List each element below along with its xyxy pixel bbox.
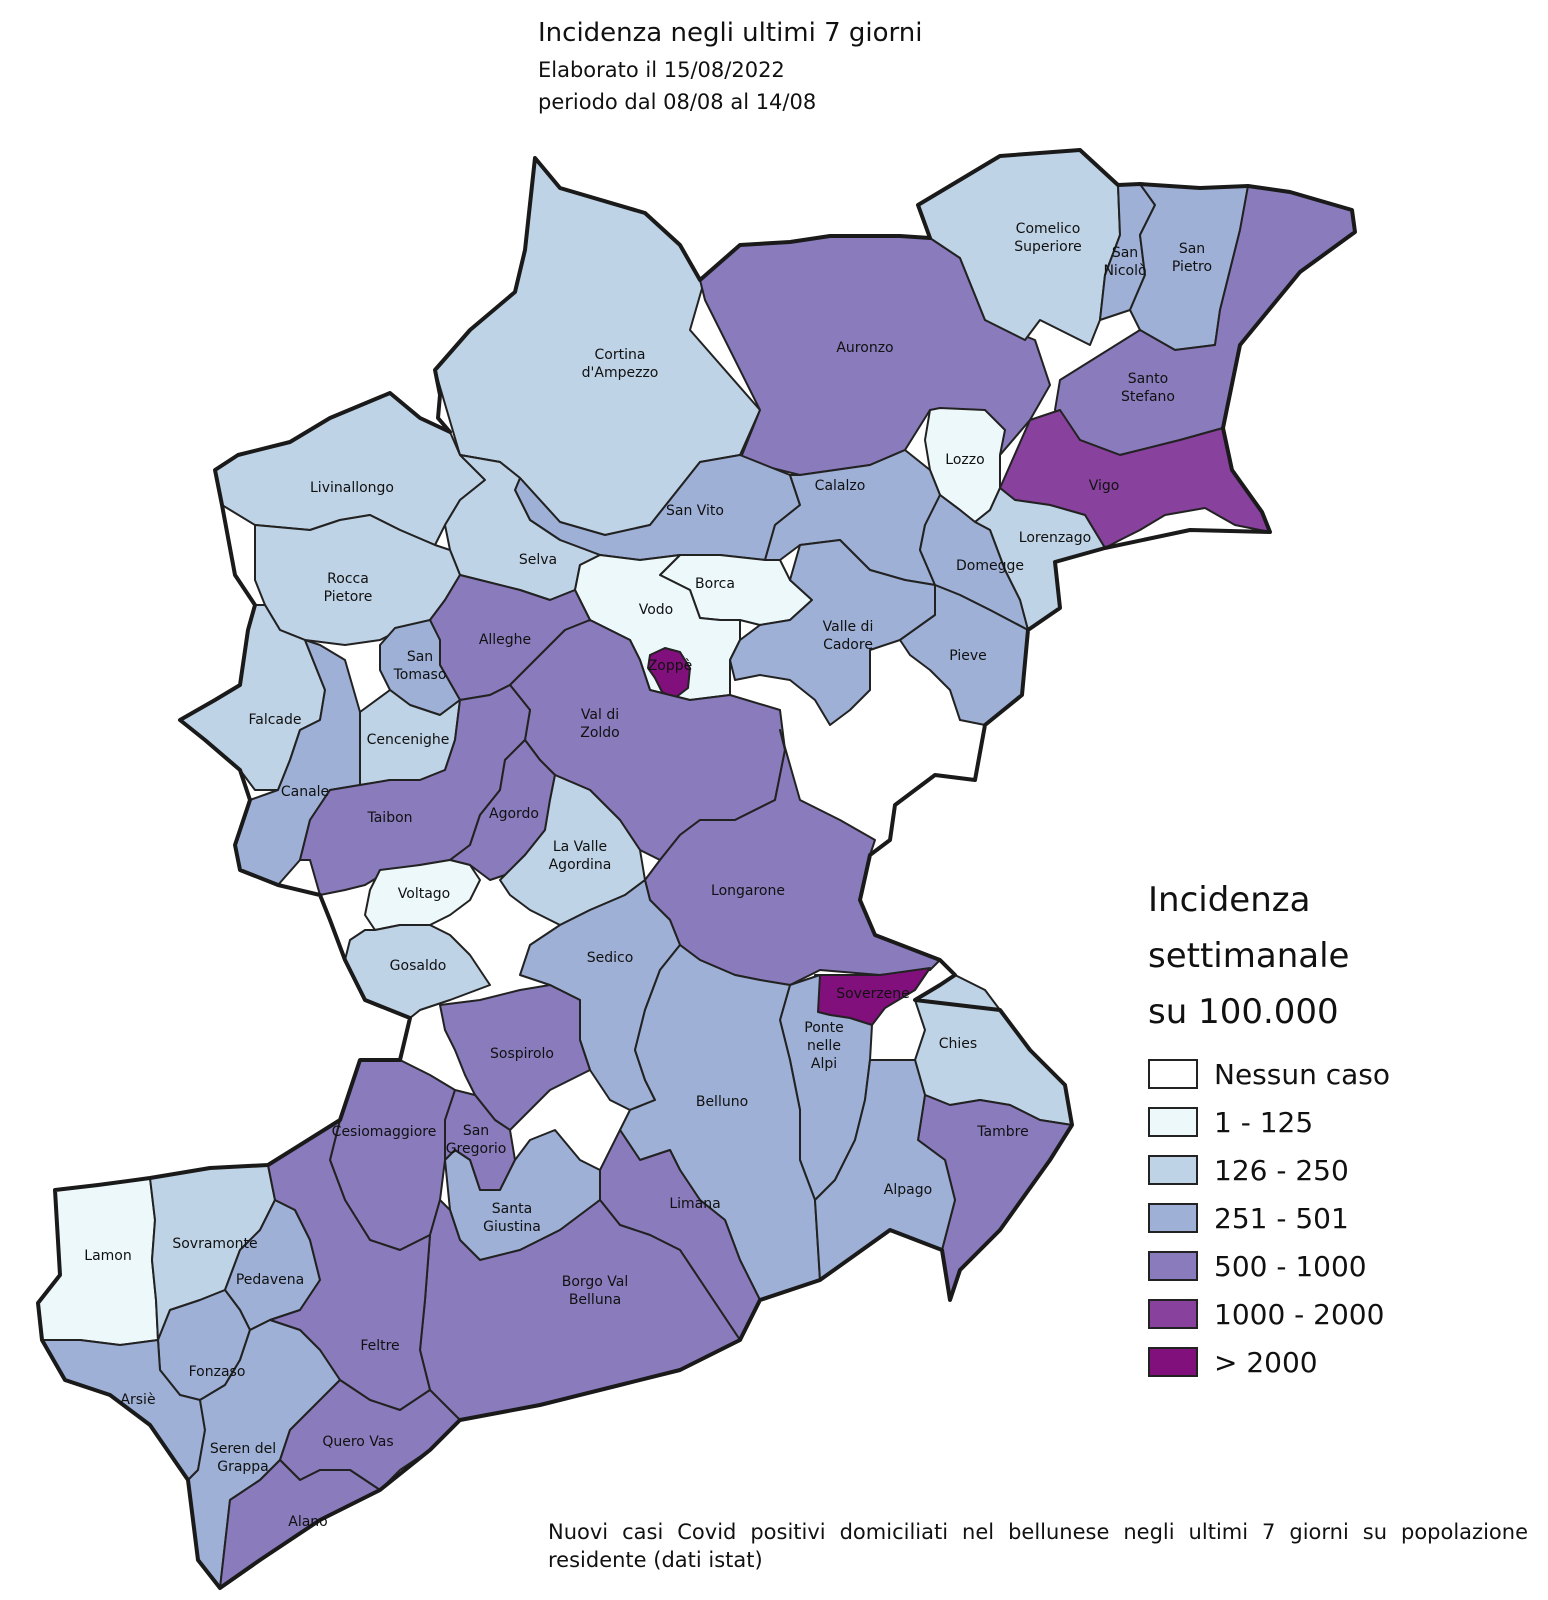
municipality-label-livinallongo: Livinallongo xyxy=(310,480,394,496)
municipality-label-san-pietro: San Pietro xyxy=(1172,241,1212,275)
municipality-label-pedavena: Pedavena xyxy=(236,1272,304,1288)
legend-item-251-501: 251 - 501 xyxy=(1148,1194,1390,1242)
legend-item-500-1000: 500 - 1000 xyxy=(1148,1242,1390,1290)
municipality-label-canale: Canale xyxy=(281,784,329,800)
legend-title-line-1: Incidenza xyxy=(1148,880,1311,920)
municipality-label-quero-vas: Quero Vas xyxy=(322,1434,393,1450)
municipality-label-lozzo: Lozzo xyxy=(945,452,984,468)
legend-item-126-250: 126 - 250 xyxy=(1148,1146,1390,1194)
legend-swatch xyxy=(1148,1059,1198,1089)
municipality-voltago[interactable] xyxy=(364,859,481,931)
municipality-label-lamon: Lamon xyxy=(84,1248,131,1264)
municipality-label-vigo: Vigo xyxy=(1089,478,1120,494)
legend-item-1-125: 1 - 125 xyxy=(1148,1098,1390,1146)
municipality-label-chies: Chies xyxy=(939,1036,977,1052)
municipality-label-san-gregorio: San Gregorio xyxy=(446,1123,507,1157)
legend-label: 251 - 501 xyxy=(1214,1201,1349,1235)
municipality-label-valle-di-cadore: Valle di Cadore xyxy=(823,619,874,653)
legend-label: 126 - 250 xyxy=(1214,1153,1349,1187)
legend: Incidenza settimanale su 100.000 Nessun … xyxy=(1148,872,1390,1386)
municipality-label-val-di-zoldo: Val di Zoldo xyxy=(580,707,620,741)
municipality-label-belluno: Belluno xyxy=(696,1094,748,1110)
legend-swatch xyxy=(1148,1107,1198,1137)
footnote: Nuovi casi Covid positivi domiciliati ne… xyxy=(548,1520,1528,1572)
legend-item-nessun-caso: Nessun caso xyxy=(1148,1050,1390,1098)
legend-title-line-3: su 100.000 xyxy=(1148,992,1339,1032)
municipality-label-rocca-pietore: Rocca Pietore xyxy=(324,571,373,605)
municipality-label-cencenighe: Cencenighe xyxy=(367,732,450,748)
municipality-pieve[interactable] xyxy=(899,584,1029,726)
municipality-label-soverzene: Soverzene xyxy=(836,986,910,1002)
municipality-label-voltago: Voltago xyxy=(398,886,450,902)
municipality-label-pieve: Pieve xyxy=(949,648,987,664)
municipality-label-falcade: Falcade xyxy=(248,712,301,728)
municipality-label-borgo-val-belluna: Borgo Val Belluna xyxy=(562,1274,629,1308)
legend-swatch xyxy=(1148,1347,1198,1377)
municipality-label-seren-del-grappa: Seren del Grappa xyxy=(210,1441,276,1475)
municipality-label-ponte-nelle-alpi: Ponte nelle Alpi xyxy=(804,1020,843,1072)
municipality-label-zoppe: Zoppè xyxy=(648,658,693,674)
municipality-label-domegge: Domegge xyxy=(956,558,1024,574)
map-title: Incidenza negli ultimi 7 giorni xyxy=(538,18,923,48)
legend-label: 500 - 1000 xyxy=(1214,1249,1367,1283)
legend-swatch xyxy=(1148,1299,1198,1329)
municipality-label-alpago: Alpago xyxy=(884,1182,932,1198)
map-subtitle: Elaborato il 15/08/2022 xyxy=(538,58,785,82)
municipality-label-tambre: Tambre xyxy=(976,1124,1028,1140)
map-period: periodo dal 08/08 al 14/08 xyxy=(538,90,817,114)
legend-title-line-2: settimanale xyxy=(1148,936,1350,976)
municipality-label-san-tomaso: San Tomaso xyxy=(393,649,447,683)
municipality-label-san-vito: San Vito xyxy=(666,503,724,519)
municipality-label-taibon: Taibon xyxy=(366,810,412,826)
municipality-label-fonzaso: Fonzaso xyxy=(189,1364,246,1380)
municipality-label-agordo: Agordo xyxy=(489,806,539,822)
municipality-label-alleghe: Alleghe xyxy=(479,632,531,648)
province-outline xyxy=(36,148,1357,1590)
municipality-label-comelico-superiore: Comelico Superiore xyxy=(1014,221,1082,255)
municipality-label-santo-stefano: Santo Stefano xyxy=(1121,371,1175,405)
municipality-label-auronzo: Auronzo xyxy=(836,340,893,356)
municipality-gosaldo[interactable] xyxy=(344,924,491,1019)
municipality-label-san-nicolo: San Nicolò xyxy=(1103,245,1146,279)
legend-swatch xyxy=(1148,1155,1198,1185)
municipality-label-lorenzago: Lorenzago xyxy=(1019,530,1091,546)
municipality-label-gosaldo: Gosaldo xyxy=(390,958,447,974)
legend-swatch xyxy=(1148,1251,1198,1281)
municipality-label-cesiomaggiore: Cesiomaggiore xyxy=(332,1124,437,1140)
municipality-valle-di-cadore[interactable] xyxy=(729,539,936,726)
municipality-label-arsie: Arsiè xyxy=(120,1392,155,1408)
municipality-label-calalzo: Calalzo xyxy=(815,478,866,494)
municipality-sospirolo[interactable] xyxy=(439,984,591,1131)
municipality-label-cortina-d-ampezzo: Cortina d'Ampezzo xyxy=(582,347,659,381)
legend-swatch xyxy=(1148,1203,1198,1233)
municipality-label-alano: Alano xyxy=(288,1514,327,1530)
legend-label: > 2000 xyxy=(1214,1345,1318,1379)
municipality-label-sedico: Sedico xyxy=(587,950,634,966)
municipality-label-borca: Borca xyxy=(695,576,735,592)
legend-label: 1 - 125 xyxy=(1214,1105,1314,1139)
municipality-label-feltre: Feltre xyxy=(360,1338,399,1354)
legend-label: Nessun caso xyxy=(1214,1057,1391,1091)
municipality-la-valle-agordina[interactable] xyxy=(499,774,646,926)
municipality-label-vodo: Vodo xyxy=(639,602,674,618)
legend-item-over-2000: > 2000 xyxy=(1148,1338,1390,1386)
municipality-label-longarone: Longarone xyxy=(711,883,785,899)
legend-label: 1000 - 2000 xyxy=(1214,1297,1385,1331)
legend-item-1000-2000: 1000 - 2000 xyxy=(1148,1290,1390,1338)
municipality-label-sovramonte: Sovramonte xyxy=(172,1236,257,1252)
municipality-label-limana: Limana xyxy=(669,1196,720,1212)
municipality-label-santa-giustina: Santa Giustina xyxy=(483,1201,541,1235)
municipality-label-sospirolo: Sospirolo xyxy=(490,1046,554,1062)
municipality-zoppe[interactable] xyxy=(647,647,691,699)
municipality-label-la-valle-agordina: La Valle Agordina xyxy=(549,839,612,873)
municipality-label-selva: Selva xyxy=(519,552,557,568)
